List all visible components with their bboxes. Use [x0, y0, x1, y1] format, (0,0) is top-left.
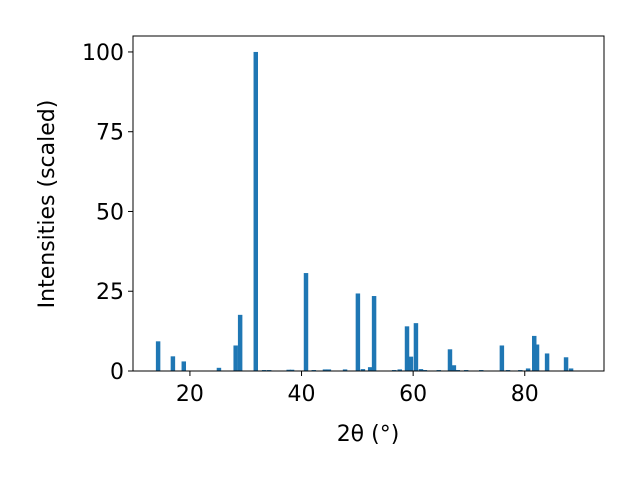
bar — [532, 335, 537, 371]
x-tick-label: 80 — [511, 382, 539, 407]
y-axis-label: Intensities (scaled) — [35, 100, 60, 309]
bar — [237, 314, 243, 371]
bar — [355, 293, 361, 371]
bar — [418, 369, 424, 371]
x-tick-label: 20 — [176, 382, 204, 407]
y-tick-label: 0 — [110, 360, 124, 385]
bar — [216, 367, 222, 371]
bar — [342, 369, 348, 371]
x-tick-label: 60 — [399, 382, 427, 407]
y-tick-label: 100 — [82, 41, 124, 66]
bar — [367, 367, 373, 371]
y-tick-label: 25 — [96, 280, 124, 305]
bar — [233, 345, 238, 371]
y-tick-label: 75 — [96, 121, 124, 146]
bar — [447, 349, 453, 371]
bar — [371, 296, 377, 371]
bar — [408, 356, 414, 371]
bar — [322, 369, 328, 371]
bar — [413, 323, 419, 371]
bar — [563, 357, 569, 371]
bar — [253, 51, 259, 371]
plot-frame — [132, 35, 605, 372]
bar — [170, 356, 176, 371]
x-tick-label: 40 — [288, 382, 316, 407]
bar — [155, 341, 161, 371]
bar — [534, 344, 540, 371]
bar — [181, 361, 187, 371]
bar — [286, 369, 291, 371]
bar — [451, 365, 457, 371]
y-tick-label: 50 — [96, 200, 124, 225]
bar — [303, 273, 309, 371]
bar — [360, 369, 366, 371]
bar — [499, 345, 505, 371]
bar — [568, 368, 574, 371]
bar — [397, 369, 402, 371]
bar — [525, 368, 531, 371]
bar — [404, 326, 410, 371]
bar — [326, 369, 332, 371]
x-axis-label: 2θ (°) — [337, 422, 400, 447]
bar — [544, 353, 550, 371]
bar — [289, 369, 295, 371]
